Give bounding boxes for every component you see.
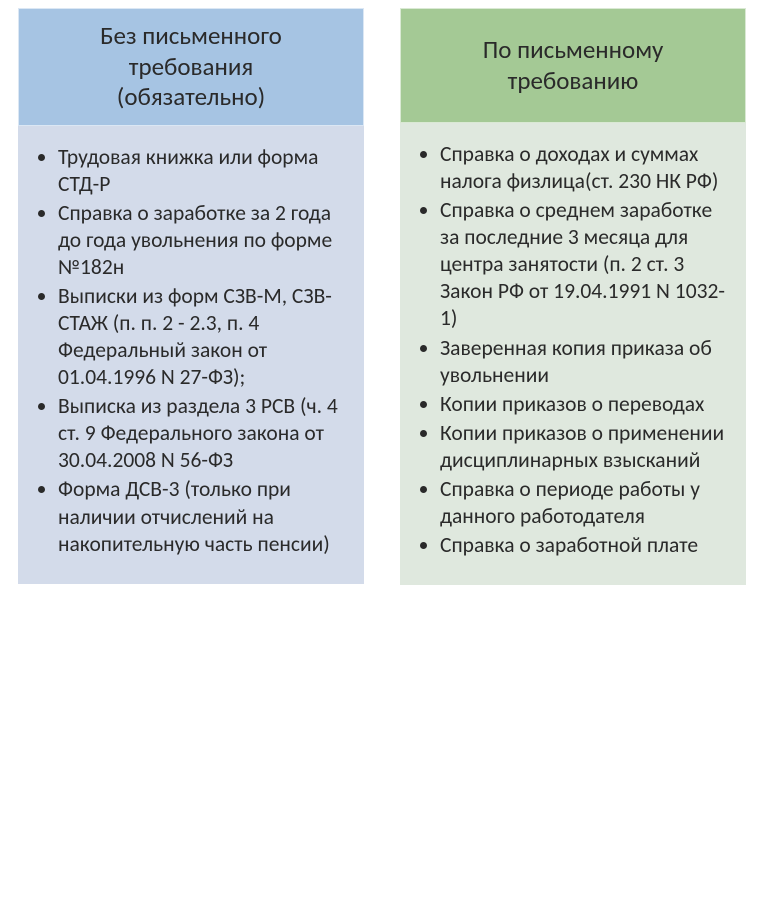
column-without-request: Без письменного требования (обязательно)…: [18, 8, 364, 584]
column-body-right: Справка о доходах и суммах налога физлиц…: [400, 123, 746, 585]
list-item: Справка о заработной плате: [440, 532, 734, 559]
column-header-right: По письменному требованию: [400, 8, 746, 123]
list-item: Выписки из форм СЗВ-М, СЗВ-СТАЖ (п. п. 2…: [58, 283, 352, 391]
list-item: Форма ДСВ-3 (только при наличии отчислен…: [58, 476, 352, 557]
column-by-request: По письменному требованию Справка о дохо…: [400, 8, 746, 585]
header-line: (обязательно): [33, 82, 349, 113]
item-list: Трудовая книжка или форма СТД-Р Справка …: [30, 144, 352, 558]
two-column-layout: Без письменного требования (обязательно)…: [0, 0, 764, 593]
list-item: Справка о заработке за 2 года до года ув…: [58, 200, 352, 281]
list-item: Справка о среднем заработке за последние…: [440, 197, 734, 332]
list-item: Копии приказов о применении дисциплинарн…: [440, 420, 734, 474]
header-line: По письменному: [415, 35, 731, 66]
list-item: Справка о периоде работы у данного работ…: [440, 476, 734, 530]
list-item: Выписка из раздела 3 РСВ (ч. 4 ст. 9 Фед…: [58, 393, 352, 474]
header-line: требования: [33, 52, 349, 83]
column-header-left: Без письменного требования (обязательно): [18, 8, 364, 126]
list-item: Заверенная копия приказа об увольнении: [440, 335, 734, 389]
header-line: Без письменного: [33, 21, 349, 52]
column-body-left: Трудовая книжка или форма СТД-Р Справка …: [18, 126, 364, 584]
list-item: Справка о доходах и суммах налога физлиц…: [440, 141, 734, 195]
list-item: Копии приказов о переводах: [440, 391, 734, 418]
item-list: Справка о доходах и суммах налога физлиц…: [412, 141, 734, 559]
list-item: Трудовая книжка или форма СТД-Р: [58, 144, 352, 198]
header-line: требованию: [415, 66, 731, 97]
